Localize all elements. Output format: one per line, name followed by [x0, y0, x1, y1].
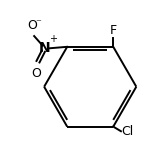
Text: Cl: Cl [122, 125, 134, 138]
Text: +: + [49, 34, 57, 44]
Text: O: O [27, 19, 37, 32]
Text: O: O [32, 67, 41, 80]
Text: N: N [39, 41, 51, 55]
Text: F: F [110, 24, 117, 37]
Text: ⁻: ⁻ [36, 18, 42, 28]
